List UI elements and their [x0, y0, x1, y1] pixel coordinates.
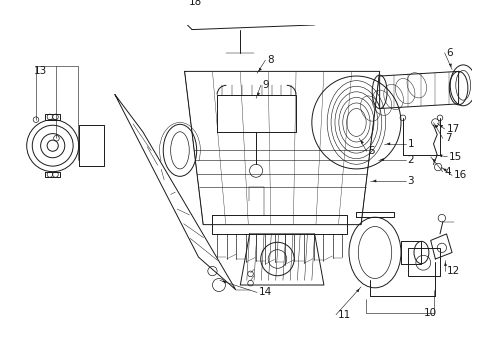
Text: 17: 17	[446, 124, 459, 134]
Text: 15: 15	[448, 152, 462, 162]
Text: 8: 8	[267, 55, 273, 65]
Text: 2: 2	[407, 154, 413, 165]
Text: 1: 1	[407, 139, 413, 149]
Text: 16: 16	[453, 170, 466, 180]
Text: 4: 4	[444, 167, 450, 177]
Text: 13: 13	[34, 66, 47, 76]
Text: 5: 5	[368, 146, 374, 156]
Text: 14: 14	[258, 287, 272, 297]
Text: 12: 12	[446, 266, 459, 276]
Text: 18: 18	[189, 0, 202, 7]
Text: 9: 9	[262, 80, 269, 90]
Text: 6: 6	[446, 48, 452, 58]
Text: 11: 11	[337, 310, 350, 320]
Text: 7: 7	[444, 133, 450, 143]
Text: 10: 10	[424, 308, 436, 318]
Text: 3: 3	[407, 176, 413, 186]
